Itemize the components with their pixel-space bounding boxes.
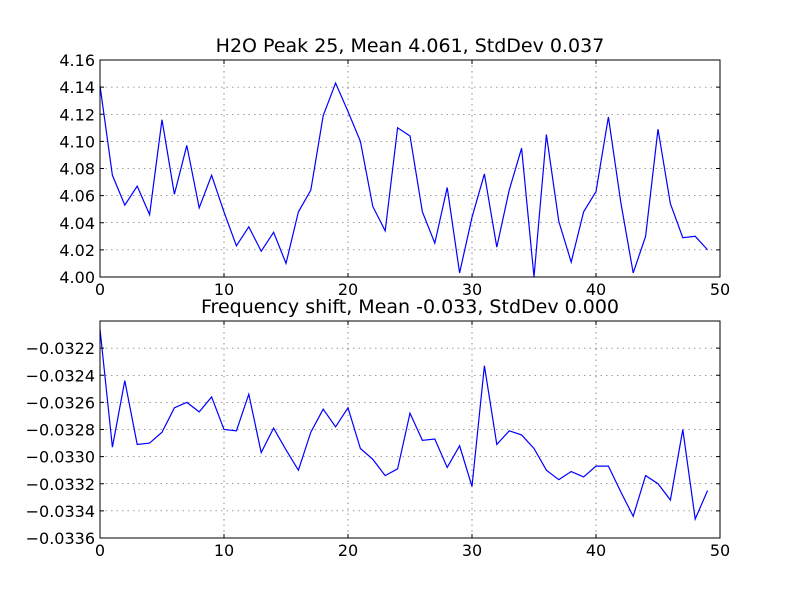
x-tick-label: 20 — [338, 280, 358, 299]
series-line — [99, 329, 709, 522]
y-tick-label: 4.02 — [59, 241, 95, 260]
y-tick-label: −0.0322 — [26, 339, 95, 358]
x-tick-label: 20 — [338, 541, 358, 560]
chart-frequency-shift: 0 10 20 30 40 50 −0.0336 −0.0334 −0.0332 −0.0330 −… — [26, 296, 731, 560]
axis-ticks: 0 10 20 30 40 50 4.00 4.02 4.04 4.06 4.08 4.10 4.12 4… — [59, 51, 730, 299]
y-tick-label: −0.0326 — [26, 393, 95, 412]
x-tick-label: 50 — [710, 280, 730, 299]
y-tick-label: 4.04 — [59, 214, 95, 233]
x-tick-label: 10 — [214, 541, 234, 560]
chart-h2o-peak: 0 10 20 30 40 50 4.00 4.02 4.04 4.06 4.08 4.10 4.12 4… — [59, 35, 730, 299]
y-tick-label: 4.06 — [59, 187, 95, 206]
chart-title: H2O Peak 25, Mean 4.061, StdDev 0.037 — [216, 35, 605, 57]
x-tick-label: 10 — [214, 280, 234, 299]
y-tick-label: −0.0324 — [26, 366, 95, 385]
axis-ticks: 0 10 20 30 40 50 −0.0336 −0.0334 −0.0332 −0.0330 −… — [26, 321, 730, 560]
x-tick-label: 30 — [462, 280, 482, 299]
y-tick-label: −0.0330 — [26, 448, 95, 467]
x-tick-label: 50 — [710, 541, 730, 560]
y-tick-label: −0.0328 — [26, 421, 95, 440]
y-tick-label: 4.12 — [59, 105, 95, 124]
y-tick-label: 4.00 — [59, 268, 95, 287]
y-tick-label: 4.16 — [59, 51, 95, 70]
x-tick-label: 0 — [95, 541, 105, 560]
chart-title: Frequency shift, Mean -0.033, StdDev 0.0… — [201, 296, 619, 318]
x-tick-label: 40 — [586, 541, 606, 560]
x-tick-label: 0 — [95, 280, 105, 299]
x-tick-label: 30 — [462, 541, 482, 560]
x-tick-label: 40 — [586, 280, 606, 299]
series-line — [99, 81, 709, 278]
y-tick-label: 4.08 — [59, 160, 95, 179]
y-tick-label: −0.0332 — [26, 475, 95, 494]
y-tick-label: −0.0334 — [26, 502, 95, 521]
y-tick-label: 4.14 — [59, 78, 95, 97]
y-tick-label: 4.10 — [59, 132, 95, 151]
y-tick-label: −0.0336 — [26, 529, 95, 548]
